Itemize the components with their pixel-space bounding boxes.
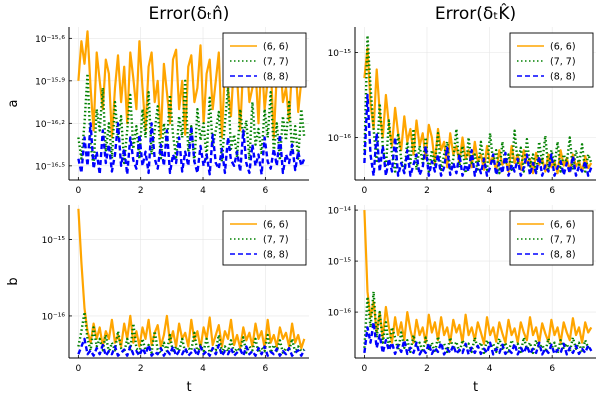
x-axis-label: t	[473, 380, 478, 395]
legend-label: (8, 8)	[263, 250, 289, 261]
panel-title: Error(δₜn̂)	[149, 4, 230, 24]
legend-label: (7, 7)	[263, 235, 289, 246]
x-axis-label: t	[186, 380, 191, 395]
series-line-77	[77, 72, 306, 168]
x-tick-label: 0	[362, 186, 368, 196]
x-tick-label: 6	[549, 186, 555, 196]
x-tick-label: 6	[262, 364, 268, 374]
series-line-66	[77, 30, 306, 139]
x-tick-label: 2	[424, 186, 430, 196]
x-tick-label: 6	[549, 364, 555, 374]
legend: (6, 6) (7, 7) (8, 8)	[222, 210, 307, 266]
legend-label: (6, 6)	[550, 42, 576, 53]
x-tick-label: 4	[200, 364, 206, 374]
series-group	[363, 210, 593, 356]
y-tick-label: 10⁻¹⁵	[328, 49, 352, 59]
legend-box	[222, 210, 307, 266]
legend-label: (6, 6)	[263, 220, 289, 231]
series-line-88	[363, 93, 593, 177]
y-tick-label: 10⁻¹⁶·⁵	[35, 162, 65, 172]
x-tick-label: 4	[487, 364, 493, 374]
panel-a-left: 0 2 4 6 10⁻¹⁵·⁶ 10⁻¹⁵·⁹ 10⁻¹⁶·² 10⁻¹⁶·⁵ Error(δₜ…	[6, 4, 309, 196]
panel-title: Error(δₜK̂)	[435, 3, 516, 24]
series-line-88	[77, 122, 306, 176]
y-axis-label: b	[6, 277, 21, 285]
legend-label: (8, 8)	[550, 250, 576, 261]
y-tick-label: 10⁻¹⁴	[328, 207, 352, 217]
x-tick-label: 0	[75, 186, 81, 196]
legend-box	[222, 32, 307, 88]
panel-b-left: 0 2 4 6 10⁻¹⁵ 10⁻¹⁶ t b (6, 6) (7, 7) (8, 8)	[6, 205, 309, 395]
x-tick-label: 2	[424, 364, 430, 374]
legend-label: (8, 8)	[550, 72, 576, 83]
x-tick-label: 2	[138, 186, 144, 196]
series-line-88	[77, 337, 306, 357]
legend: (6, 6) (7, 7) (8, 8)	[509, 210, 594, 266]
series-line-88	[363, 321, 593, 356]
series-group	[77, 30, 306, 176]
legend-label: (6, 6)	[550, 220, 576, 231]
legend: (6, 6) (7, 7) (8, 8)	[509, 32, 594, 88]
y-tick-label: 10⁻¹⁵·⁶	[35, 35, 65, 45]
x-tick-label: 6	[262, 186, 268, 196]
y-tick-label: 10⁻¹⁶	[328, 134, 352, 144]
x-tick-label: 0	[362, 364, 368, 374]
y-tick-label: 10⁻¹⁵	[42, 236, 66, 246]
x-tick-label: 4	[200, 186, 206, 196]
legend-label: (8, 8)	[263, 72, 289, 83]
legend-box	[509, 210, 594, 266]
x-tick-label: 4	[487, 186, 493, 196]
y-tick-label: 10⁻¹⁶	[328, 309, 352, 319]
y-tick-label: 10⁻¹⁶	[42, 312, 66, 322]
legend-label: (6, 6)	[263, 42, 289, 53]
legend: (6, 6) (7, 7) (8, 8)	[222, 32, 307, 88]
x-tick-label: 0	[75, 364, 81, 374]
series-line-66	[77, 208, 306, 350]
legend-label: (7, 7)	[550, 57, 576, 68]
series-group	[77, 208, 306, 357]
y-tick-label: 10⁻¹⁵·⁹	[35, 77, 65, 87]
y-tick-label: 10⁻¹⁶·²	[35, 120, 65, 130]
legend-box	[509, 32, 594, 88]
y-axis-label: a	[6, 100, 21, 108]
x-tick-label: 2	[138, 364, 144, 374]
series-group	[363, 34, 593, 177]
legend-label: (7, 7)	[263, 57, 289, 68]
y-tick-label: 10⁻¹⁵	[328, 258, 352, 268]
legend-label: (7, 7)	[550, 235, 576, 246]
panel-b-right: 0 2 4 6 10⁻¹⁴ 10⁻¹⁵ 10⁻¹⁶ t (6, 6) (7, 7) (8, 8)	[328, 205, 596, 395]
panel-a-right: 0 2 4 6 10⁻¹⁵ 10⁻¹⁶ Error(δₜK̂) (6, 6) (7, 7) (8,…	[328, 3, 596, 196]
series-line-66	[363, 210, 593, 345]
